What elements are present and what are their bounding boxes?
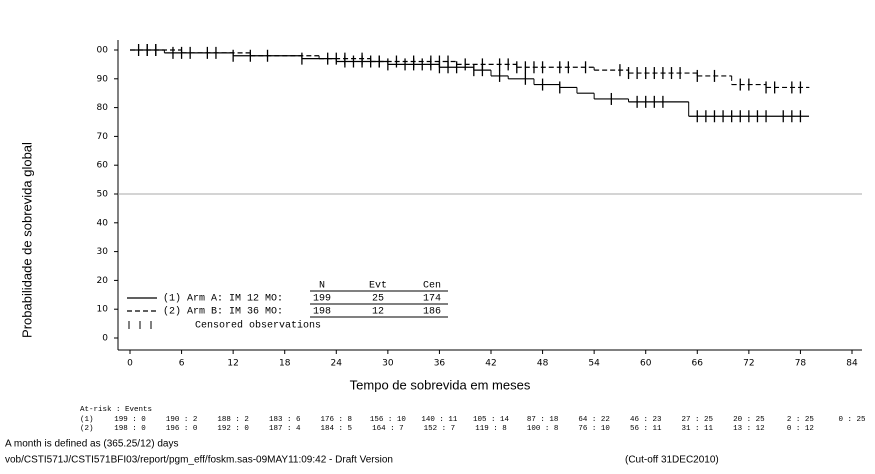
- legend-header: N: [319, 281, 325, 292]
- y-tick-label: 20: [97, 276, 109, 286]
- at-risk-cell: 199 : 0: [114, 416, 146, 424]
- at-risk-label: (1): [80, 416, 94, 424]
- legend-stat: 12: [372, 307, 384, 318]
- y-tick-label: 70: [97, 132, 109, 142]
- legend-label: (2) Arm B: IM 36 MO:: [163, 306, 283, 318]
- y-tick-label: 40: [97, 218, 109, 228]
- at-risk-cell: 184 : 5: [321, 425, 353, 433]
- at-risk-cell: 176 : 8: [321, 416, 353, 424]
- at-risk-cell: 156 : 10: [370, 416, 407, 424]
- legend-stat: 186: [423, 307, 441, 318]
- at-risk-cell: 152 : 7: [424, 425, 456, 433]
- at-risk-cell: 27 : 25: [682, 416, 714, 424]
- at-risk-cell: 2 : 25: [787, 416, 815, 424]
- x-tick-label: 48: [537, 359, 549, 369]
- x-tick-label: 54: [588, 359, 600, 369]
- footnote: (Cut-off 31DEC2010): [625, 455, 719, 466]
- footnote: A month is defined as (365.25/12) days: [5, 439, 178, 450]
- x-tick-label: 6: [179, 359, 185, 369]
- at-risk-cell: 196 : 0: [166, 425, 198, 433]
- y-tick-label: 90: [97, 74, 109, 84]
- x-tick-label: 42: [485, 359, 496, 369]
- legend-label: (1) Arm A: IM 12 MO:: [163, 293, 283, 305]
- at-risk-cell: 140 : 11: [421, 416, 458, 424]
- at-risk-cell: 190 : 2: [166, 416, 198, 424]
- at-risk-cell: 105 : 14: [473, 416, 510, 424]
- legend-header: Cen: [423, 281, 441, 292]
- at-risk-cell: 187 : 4: [269, 425, 301, 433]
- legend-label: Censored observations: [195, 320, 321, 332]
- x-tick-label: 36: [434, 359, 446, 369]
- at-risk-cell: 198 : 0: [114, 425, 146, 433]
- x-tick-label: 72: [743, 359, 754, 369]
- y-tick-label: 10: [97, 305, 109, 315]
- at-risk-cell: 188 : 2: [217, 416, 249, 424]
- at-risk-cell: 0 : 25: [838, 416, 866, 424]
- y-tick-label: 30: [97, 247, 109, 257]
- x-tick-label: 78: [795, 359, 807, 369]
- at-risk-cell: 76 : 10: [578, 425, 610, 433]
- at-risk-cell: 183 : 6: [269, 416, 301, 424]
- at-risk-cell: 119 : 8: [475, 425, 507, 433]
- at-risk-cell: 46 : 23: [630, 416, 662, 424]
- at-risk-cell: 31 : 11: [682, 425, 714, 433]
- x-tick-label: 0: [127, 359, 133, 369]
- at-risk-cell: 192 : 0: [217, 425, 249, 433]
- at-risk-cell: 100 : 8: [527, 425, 559, 433]
- y-axis-title: Probabilidade de sobrevida global: [19, 142, 34, 338]
- at-risk-cell: 0 : 12: [787, 425, 814, 433]
- x-tick-label: 12: [227, 359, 238, 369]
- at-risk-cell: 56 : 11: [630, 425, 662, 433]
- at-risk-cell: 13 : 12: [733, 425, 765, 433]
- x-tick-label: 30: [382, 359, 394, 369]
- x-tick-label: 66: [692, 359, 704, 369]
- legend-stat: 198: [313, 307, 331, 318]
- legend-stat: 25: [372, 294, 384, 305]
- legend-header: Evt: [369, 281, 387, 292]
- footnote: vob/CSTI571J/CSTI571BFI03/report/pgm_eff…: [5, 455, 393, 466]
- legend-stat: 199: [313, 294, 331, 305]
- at-risk-header: At-risk : Events: [80, 406, 152, 414]
- x-axis-title: Tempo de sobrevida em meses: [350, 377, 531, 392]
- legend-stat: 174: [423, 294, 441, 305]
- at-risk-cell: 20 : 25: [733, 416, 765, 424]
- y-tick-label: 80: [97, 103, 109, 113]
- at-risk-cell: 64 : 22: [578, 416, 610, 424]
- at-risk-cell: 164 : 7: [372, 425, 404, 433]
- y-tick-label: 50: [97, 190, 109, 200]
- y-tick-label: 60: [97, 161, 109, 171]
- y-tick-label: 00: [97, 46, 109, 56]
- at-risk-cell: 87 : 18: [527, 416, 559, 424]
- x-tick-label: 24: [331, 359, 343, 369]
- x-tick-label: 84: [846, 359, 858, 369]
- at-risk-label: (2): [80, 425, 94, 433]
- x-tick-label: 18: [279, 359, 291, 369]
- y-tick-label: 0: [102, 334, 108, 344]
- x-tick-label: 60: [640, 359, 652, 369]
